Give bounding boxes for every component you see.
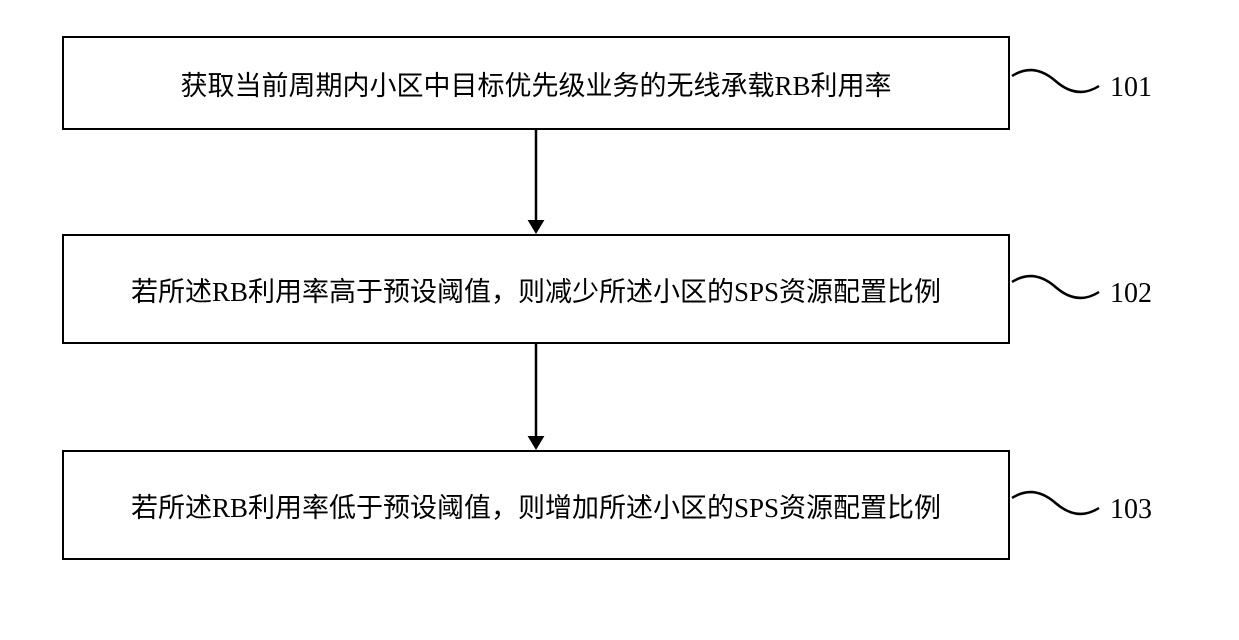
flow-node-102: 若所述RB利用率高于预设阈值，则减少所述小区的SPS资源配置比例 [62,234,1010,344]
flow-arrow [516,342,556,452]
flowchart-canvas: 获取当前周期内小区中目标优先级业务的无线承载RB利用率101若所述RB利用率高于… [0,0,1239,640]
flow-node-text: 获取当前周期内小区中目标优先级业务的无线承载RB利用率 [180,64,891,103]
connector-curve [982,46,1129,116]
connector-curve [982,252,1129,322]
flow-arrow [516,128,556,236]
flow-node-101: 获取当前周期内小区中目标优先级业务的无线承载RB利用率 [62,36,1010,130]
flow-node-103: 若所述RB利用率低于预设阈值，则增加所述小区的SPS资源配置比例 [62,450,1010,560]
flow-node-text: 若所述RB利用率低于预设阈值，则增加所述小区的SPS资源配置比例 [131,486,941,525]
connector-curve [982,468,1129,538]
flow-node-text: 若所述RB利用率高于预设阈值，则减少所述小区的SPS资源配置比例 [131,270,941,309]
